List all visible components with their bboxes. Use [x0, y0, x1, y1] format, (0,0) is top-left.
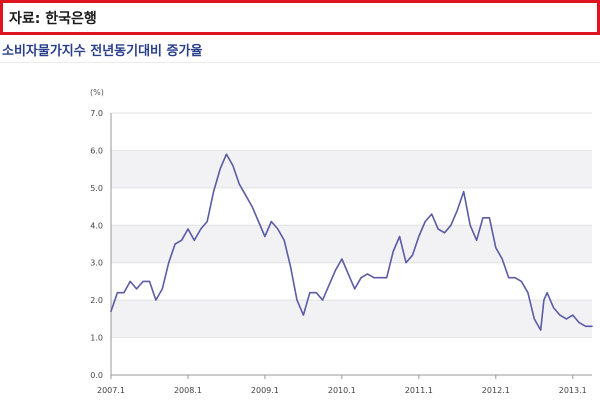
- chart-panel: 0.0 1.0 2.0 3.0 4.0 5.0 6.0 7.0 2007.1 2008.1 200…: [0, 62, 600, 415]
- y-tick-label: 6.0: [90, 146, 103, 155]
- y-axis-ticks: 0.0 1.0 2.0 3.0 4.0 5.0 6.0 7.0: [90, 109, 103, 380]
- grid-band: [111, 225, 592, 263]
- x-tick-label: 2013.1: [559, 386, 587, 395]
- chart-title: 소비자물가지수 전년동기대비 증가율: [2, 44, 203, 59]
- x-axis-ticks: 2007.1 2008.1 2009.1 2010.1 2011.1 2012.1 2013…: [97, 375, 587, 395]
- x-tick-label: 2010.1: [328, 386, 356, 395]
- grid-lines: [111, 112, 592, 376]
- y-tick-label: 2.0: [90, 296, 103, 305]
- x-tick-label: 2009.1: [251, 386, 279, 395]
- series-group: [110, 153, 593, 331]
- y-tick-label: 3.0: [90, 259, 103, 268]
- y-tick-label: 0.0: [90, 371, 103, 380]
- grid-band: [111, 300, 592, 338]
- grid-bands: [111, 150, 592, 338]
- x-tick-label: 2012.1: [482, 386, 510, 395]
- line-chart: 0.01.02.03.04.05.06.07.0 2007.1 2008.1 200…: [90, 88, 593, 395]
- x-tick-label: 2008.1: [174, 386, 202, 395]
- axes: [110, 113, 592, 376]
- series-line: [110, 153, 593, 331]
- x-tick-label: 2007.1: [97, 386, 125, 395]
- y-axis-unit-label: (%): [90, 88, 104, 97]
- y-tick-label: 5.0: [90, 184, 103, 193]
- y-tick-label: 4.0: [90, 221, 103, 230]
- source-label: 자료: 한국은행: [9, 11, 97, 27]
- x-tick-label: 2011.1: [405, 386, 433, 395]
- y-tick-label: 1.0: [90, 334, 103, 343]
- grid-band: [111, 150, 592, 188]
- source-box: 자료: 한국은행: [0, 0, 600, 35]
- y-tick-label: 7.0: [90, 109, 103, 118]
